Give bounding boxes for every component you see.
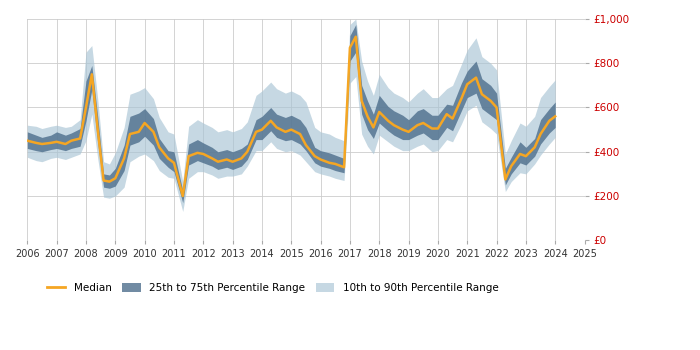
Legend: Median, 25th to 75th Percentile Range, 10th to 90th Percentile Range: Median, 25th to 75th Percentile Range, 1…	[43, 279, 503, 297]
